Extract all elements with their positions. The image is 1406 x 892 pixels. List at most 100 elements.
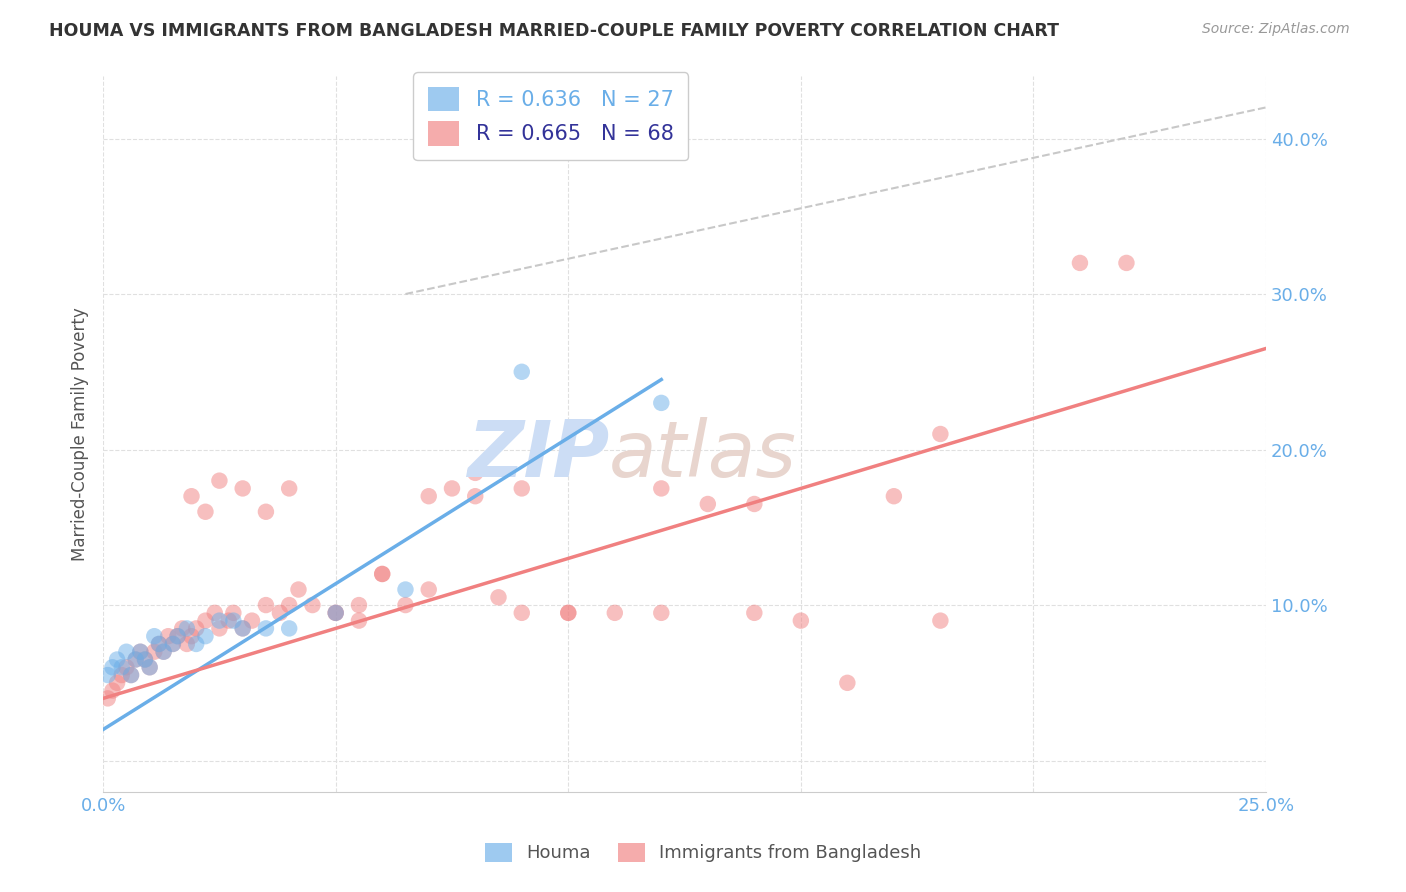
Point	[208, 614, 231, 628]
Point	[162, 637, 184, 651]
Point	[186, 637, 208, 651]
Point	[1069, 256, 1091, 270]
Point	[394, 582, 416, 597]
Point	[287, 582, 309, 597]
Legend: Houma, Immigrants from Bangladesh: Houma, Immigrants from Bangladesh	[478, 836, 928, 870]
Point	[97, 691, 120, 706]
Point	[464, 489, 486, 503]
Point	[325, 606, 347, 620]
Point	[650, 396, 672, 410]
Point	[240, 614, 263, 628]
Point	[138, 660, 160, 674]
Point	[510, 482, 533, 496]
Point	[510, 365, 533, 379]
Point	[394, 598, 416, 612]
Point	[194, 614, 217, 628]
Point	[883, 489, 905, 503]
Point	[790, 614, 813, 628]
Point	[510, 606, 533, 620]
Point	[650, 606, 672, 620]
Point	[134, 652, 156, 666]
Point	[120, 668, 142, 682]
Y-axis label: Married-Couple Family Poverty: Married-Couple Family Poverty	[72, 307, 89, 561]
Point	[232, 621, 254, 635]
Point	[557, 606, 579, 620]
Text: atlas: atlas	[609, 417, 797, 493]
Point	[254, 505, 277, 519]
Point	[837, 676, 859, 690]
Point	[166, 629, 188, 643]
Point	[1115, 256, 1137, 270]
Point	[603, 606, 626, 620]
Point	[204, 606, 226, 620]
Point	[134, 652, 156, 666]
Point	[371, 566, 394, 581]
Point	[325, 606, 347, 620]
Point	[120, 668, 142, 682]
Point	[138, 660, 160, 674]
Point	[194, 629, 217, 643]
Point	[162, 637, 184, 651]
Point	[347, 598, 370, 612]
Point	[254, 598, 277, 612]
Text: HOUMA VS IMMIGRANTS FROM BANGLADESH MARRIED-COUPLE FAMILY POVERTY CORRELATION CH: HOUMA VS IMMIGRANTS FROM BANGLADESH MARR…	[49, 22, 1059, 40]
Point	[180, 489, 202, 503]
Legend: R = 0.636   N = 27, R = 0.665   N = 68: R = 0.636 N = 27, R = 0.665 N = 68	[413, 72, 689, 161]
Point	[180, 629, 202, 643]
Point	[105, 676, 128, 690]
Point	[278, 621, 301, 635]
Point	[418, 582, 440, 597]
Point	[744, 497, 766, 511]
Point	[929, 427, 952, 442]
Point	[143, 629, 166, 643]
Point	[111, 668, 134, 682]
Point	[176, 637, 198, 651]
Point	[115, 660, 138, 674]
Point	[125, 652, 148, 666]
Point	[166, 629, 188, 643]
Point	[101, 660, 124, 674]
Point	[254, 621, 277, 635]
Point	[101, 683, 124, 698]
Point	[152, 645, 174, 659]
Point	[488, 591, 510, 605]
Point	[148, 637, 170, 651]
Point	[418, 489, 440, 503]
Point	[186, 621, 208, 635]
Point	[218, 614, 240, 628]
Point	[222, 614, 245, 628]
Point	[347, 614, 370, 628]
Point	[744, 606, 766, 620]
Point	[232, 621, 254, 635]
Point	[148, 637, 170, 651]
Point	[157, 629, 180, 643]
Text: ZIP: ZIP	[467, 417, 609, 493]
Point	[208, 474, 231, 488]
Point	[111, 660, 134, 674]
Point	[143, 645, 166, 659]
Point	[115, 645, 138, 659]
Point	[464, 466, 486, 480]
Point	[152, 645, 174, 659]
Point	[129, 645, 152, 659]
Point	[125, 652, 148, 666]
Point	[172, 621, 194, 635]
Point	[440, 482, 463, 496]
Point	[129, 645, 152, 659]
Point	[208, 621, 231, 635]
Point	[176, 621, 198, 635]
Point	[650, 482, 672, 496]
Point	[269, 606, 291, 620]
Point	[557, 606, 579, 620]
Text: Source: ZipAtlas.com: Source: ZipAtlas.com	[1202, 22, 1350, 37]
Point	[278, 482, 301, 496]
Point	[325, 606, 347, 620]
Point	[97, 668, 120, 682]
Point	[232, 482, 254, 496]
Point	[194, 505, 217, 519]
Point	[696, 497, 718, 511]
Point	[301, 598, 323, 612]
Point	[222, 606, 245, 620]
Point	[371, 566, 394, 581]
Point	[278, 598, 301, 612]
